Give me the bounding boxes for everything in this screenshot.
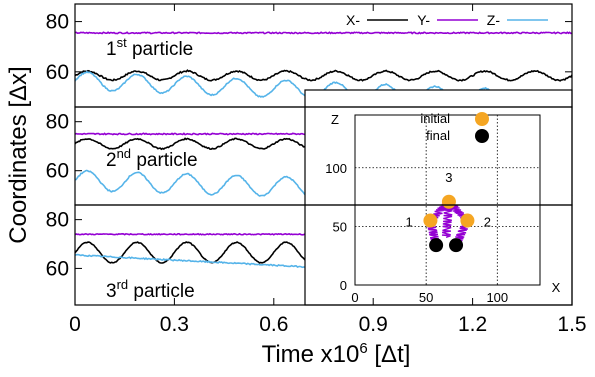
inset-plot-frame	[354, 114, 541, 286]
inset-region-label: 1	[405, 215, 412, 230]
panel-label: 3rd particle	[106, 277, 195, 302]
inset-x-tick-label: 100	[486, 290, 508, 305]
x-tick-label: 1.2	[458, 313, 487, 336]
y-tick-label: 60	[46, 160, 69, 183]
y-tick-label: 80	[46, 11, 69, 34]
axes-layer: 0 0.3 0.6 0.9 1.2 1.5 Time x106 [Δt] Coordinate…	[5, 3, 587, 368]
legend-label: X-	[346, 12, 360, 28]
inset-final-point	[429, 238, 444, 253]
x-tick-label: 1.5	[557, 313, 586, 336]
x-tick-label: 0.3	[160, 313, 189, 336]
inset-box	[304, 89, 573, 306]
inset-y-tick-label: 100	[325, 161, 347, 176]
inset-legend-label: initial	[420, 111, 450, 126]
y-tick-label: 80	[46, 111, 69, 134]
y-axis-title: Coordinates [Δx]	[5, 66, 32, 243]
inset-initial-point	[423, 213, 438, 228]
legend-label: Z-	[487, 12, 501, 28]
inset-legend-marker	[475, 129, 489, 143]
y-tick-label: 60	[46, 61, 69, 84]
inset-final-point	[449, 238, 464, 253]
x-tick-label: 0	[69, 313, 81, 336]
inset-x-tick-label: 0	[351, 290, 358, 305]
inset-y-axis-label: Z	[331, 112, 339, 127]
inset-legend-marker	[475, 112, 489, 126]
x-tick-label: 0.6	[259, 313, 288, 336]
panel-label: 1st particle	[106, 35, 193, 60]
inset-x-tick-label: 50	[419, 290, 433, 305]
panel-label: 2nd particle	[106, 146, 198, 171]
inset-legend-label: final	[426, 128, 450, 143]
y-tick-label: 60	[46, 257, 69, 280]
legend: X- Y- Z-	[346, 12, 548, 28]
inset-x-axis-label: X	[552, 280, 561, 295]
inset-layer: 0 50 100 0 50 100 Z X 1 2 3 initial final	[304, 89, 573, 306]
series-line-y	[74, 31, 573, 35]
panel-frame	[74, 204, 573, 306]
series-line-x	[74, 69, 573, 82]
inset-y-tick-label: 0	[340, 278, 347, 293]
inset-initial-point	[441, 194, 456, 209]
y-tick-label: 80	[46, 209, 69, 232]
inset-region-label: 3	[445, 170, 452, 185]
inset-trajectory	[441, 200, 456, 239]
inset-region-label: 2	[484, 215, 491, 230]
x-tick-label: 0.9	[359, 313, 388, 336]
legend-label: Y-	[417, 12, 430, 28]
x-axis-title: Time x106 [Δt]	[262, 340, 411, 368]
inset-y-tick-label: 50	[333, 219, 347, 234]
inset-initial-point	[460, 213, 475, 228]
